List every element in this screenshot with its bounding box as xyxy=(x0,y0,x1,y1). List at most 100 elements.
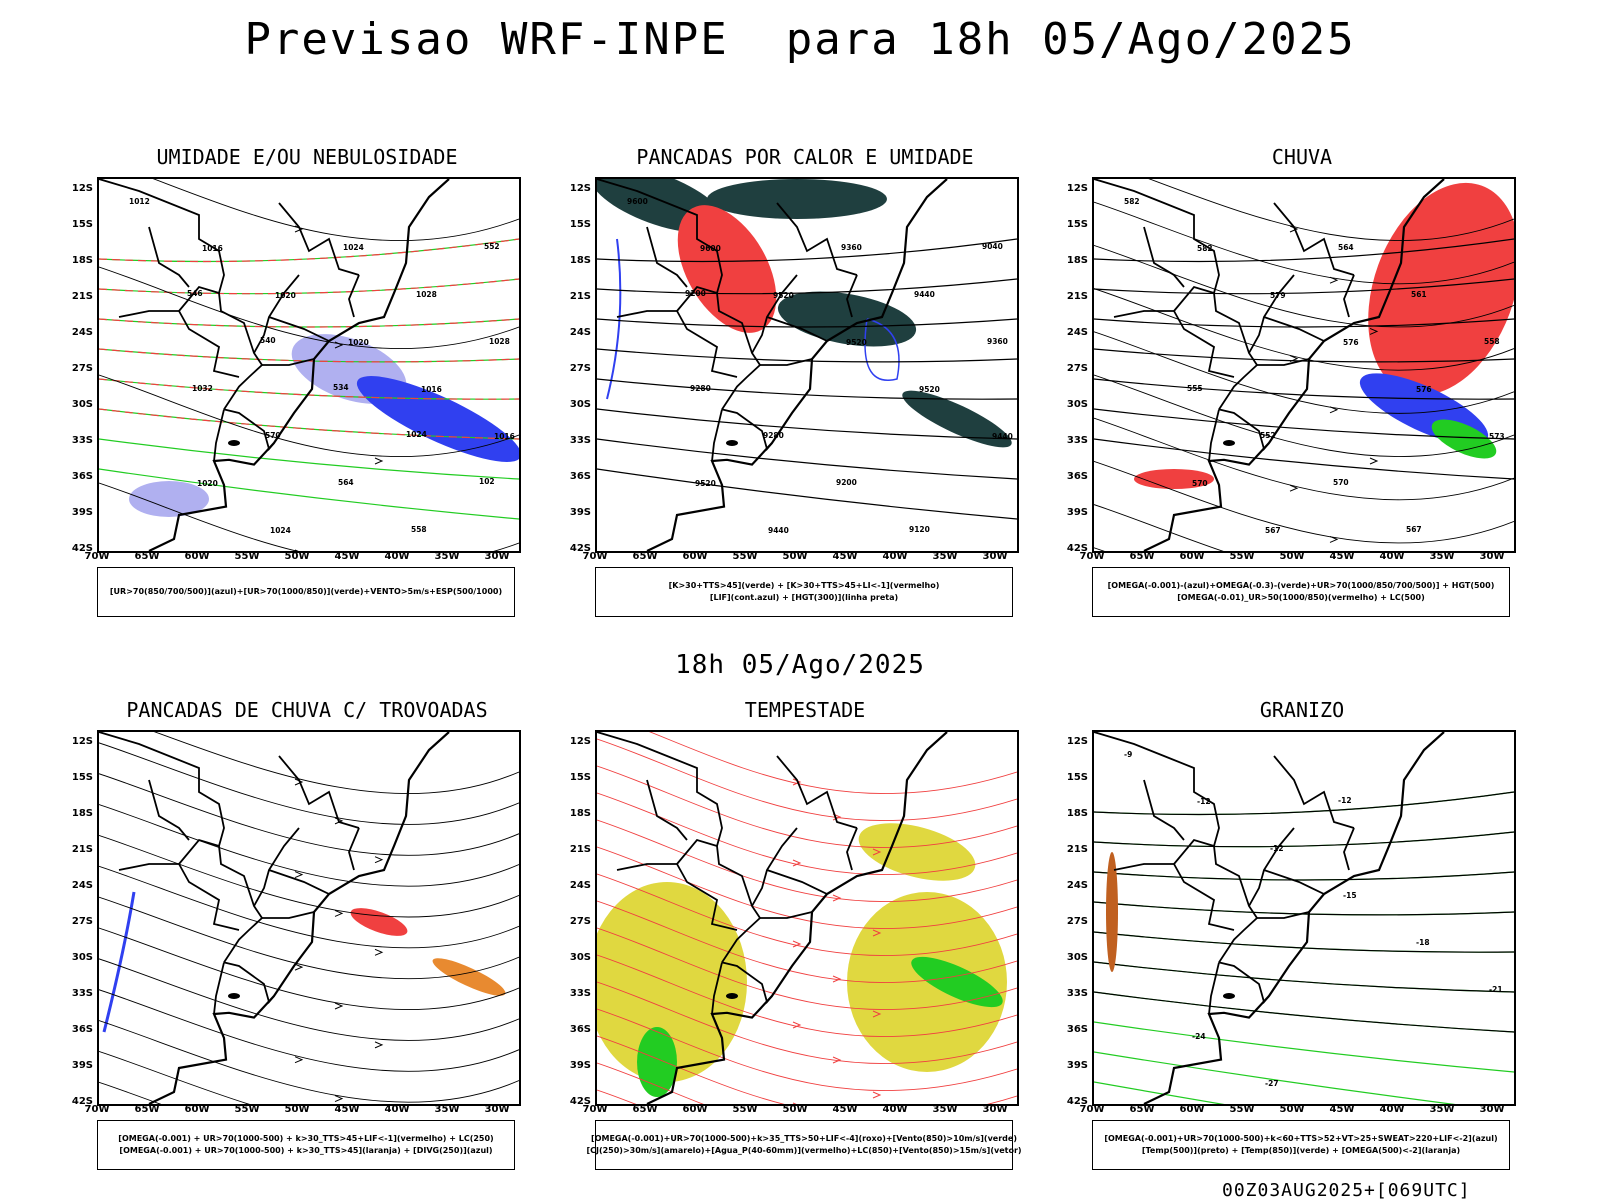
data-shading xyxy=(1106,852,1118,972)
border-line xyxy=(178,285,220,312)
contour-label: 9360 xyxy=(987,337,1008,346)
longitude-tick-label: 35W xyxy=(1429,1104,1455,1115)
contour-label: 1032 xyxy=(192,384,213,393)
contour-label: 570 xyxy=(1333,478,1349,487)
latitude-tick-label: 39S xyxy=(569,507,591,518)
latitude-tick-label: 42S xyxy=(569,1096,591,1107)
legend-line: [OMEGA(-0.001) + UR>70(1000-500) + k>30_… xyxy=(118,1134,494,1143)
streamline-arrow xyxy=(1369,457,1379,465)
legend-line: [OMEGA(-0.001)+UR>70(1000-500)+k>35_TTS>… xyxy=(591,1134,1017,1143)
latitude-tick-label: 21S xyxy=(569,844,591,855)
latitude-tick-label: 42S xyxy=(71,1096,93,1107)
contour-label: 102 xyxy=(479,477,495,486)
contour-label: 555 xyxy=(1187,384,1203,393)
latitude-axis: 12S 15S 18S 21S 24S 27S 30S 33S 36S 39S 42S xyxy=(555,177,591,554)
streamline-arrow xyxy=(832,894,842,902)
legend-box: [OMEGA(-0.001)-(azul)+OMEGA(-0.3)-(verde… xyxy=(1092,567,1510,617)
streamline-arrow xyxy=(832,975,842,983)
streamline-arrow xyxy=(1289,225,1299,233)
streamline xyxy=(99,804,519,887)
border-line xyxy=(711,962,723,1015)
latitude-tick-label: 12S xyxy=(569,183,591,194)
isoline xyxy=(597,408,1017,440)
longitude-tick-label: 65W xyxy=(134,551,160,562)
streamline-arrow xyxy=(374,457,384,465)
latitude-tick-label: 33S xyxy=(1066,435,1088,446)
legend-line: [Temp(500)](preto) + [Temp(850)](verde) … xyxy=(1141,1146,1461,1155)
streamline xyxy=(99,927,519,1010)
isoline xyxy=(99,438,519,480)
latitude-tick-label: 30S xyxy=(1066,399,1088,410)
contour-label: 1024 xyxy=(270,526,291,535)
isoline xyxy=(1094,991,1514,1033)
isoline xyxy=(1094,1051,1456,1104)
contour-label: -12 xyxy=(1197,797,1211,806)
streamline-arrow xyxy=(792,1021,802,1029)
streamline-arrow xyxy=(294,225,304,233)
longitude-axis: 70W 65W 60W 55W 50W 45W 40W 35W 30W xyxy=(583,1104,1015,1118)
latitude-tick-label: 33S xyxy=(71,988,93,999)
isoline xyxy=(1094,238,1514,263)
border-line xyxy=(1343,827,1355,871)
border-line xyxy=(676,838,718,865)
border-line xyxy=(721,961,773,1004)
border-line xyxy=(262,358,315,366)
streamline xyxy=(649,732,1017,794)
border-line xyxy=(1218,408,1270,451)
streamline xyxy=(1094,374,1514,457)
latitude-tick-label: 18S xyxy=(569,255,591,266)
isoline xyxy=(1094,378,1514,400)
main-title: Previsao WRF-INPE para 18h 05/Ago/2025 xyxy=(244,14,1356,65)
streamline-arrow xyxy=(1289,484,1299,492)
latitude-tick-label: 33S xyxy=(71,435,93,446)
border-line xyxy=(676,310,738,378)
border-line xyxy=(348,274,360,318)
contour-label: 9280 xyxy=(690,384,711,393)
latitude-tick-label: 39S xyxy=(1066,507,1088,518)
legend-line: [OMEGA(-0.001)-(azul)+OMEGA(-0.3)-(verde… xyxy=(1107,581,1495,590)
longitude-tick-label: 30W xyxy=(1479,551,1505,562)
latitude-tick-label: 15S xyxy=(71,219,93,230)
latitude-tick-label: 39S xyxy=(1066,1060,1088,1071)
latitude-tick-label: 30S xyxy=(71,952,93,963)
contour-label: 567 xyxy=(1265,526,1281,535)
border-line xyxy=(1113,863,1174,871)
isoline xyxy=(99,468,519,520)
border-line xyxy=(776,755,858,829)
latitude-tick-label: 27S xyxy=(71,916,93,927)
divergence-contour xyxy=(102,891,136,1033)
contour-label: 552 xyxy=(1260,431,1276,440)
streamline-arrow xyxy=(334,1095,344,1103)
longitude-tick-label: 40W xyxy=(882,1104,908,1115)
map-canvas: -9-12-12-15-18-21-24-27-12 xyxy=(1094,732,1514,1104)
legend-line: [K>30+TTS>45](verde) + [K>30+TTS>45+LI<-… xyxy=(668,581,940,590)
longitude-tick-label: 40W xyxy=(882,551,908,562)
border-line xyxy=(676,863,738,931)
latitude-tick-label: 21S xyxy=(569,291,591,302)
isoline xyxy=(1094,931,1514,953)
streamline xyxy=(597,900,1017,983)
border-line xyxy=(1208,409,1220,462)
contour-label: 1016 xyxy=(202,244,223,253)
latitude-axis: 12S 15S 18S 21S 24S 27S 30S 33S 36S 39S 42S xyxy=(57,730,93,1107)
streamline xyxy=(597,1008,1017,1091)
longitude-tick-label: 55W xyxy=(732,551,758,562)
contour-label: 570 xyxy=(1192,479,1208,488)
streamline-arrow xyxy=(374,856,384,864)
contour-label: 567 xyxy=(1406,525,1422,534)
streamline-arrow xyxy=(1369,327,1379,335)
latitude-tick-label: 42S xyxy=(1066,543,1088,554)
border-line xyxy=(1248,827,1295,907)
streamline-arrow xyxy=(334,341,344,349)
data-shading xyxy=(707,179,887,219)
contour-label: 534 xyxy=(333,383,349,392)
map-panel xyxy=(595,730,1019,1106)
longitude-axis: 70W 65W 60W 55W 50W 45W 40W 35W 30W xyxy=(85,1104,517,1118)
contour-label: 558 xyxy=(1484,337,1500,346)
legend-box: [OMEGA(-0.001) + UR>70(1000-500) + k>30_… xyxy=(97,1120,515,1170)
longitude-tick-label: 50W xyxy=(1279,1104,1305,1115)
latitude-tick-label: 33S xyxy=(569,988,591,999)
data-shading xyxy=(1134,469,1214,489)
border-line xyxy=(1173,310,1235,378)
panel-title: CHUVA xyxy=(1271,145,1333,169)
